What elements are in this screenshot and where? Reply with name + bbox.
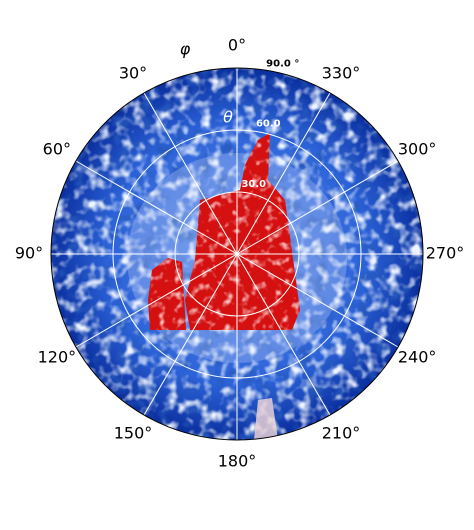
x-tick-label: 180° bbox=[218, 452, 257, 471]
y-tick-label: 90.0 ° bbox=[266, 58, 299, 69]
y-tick-label: 30.0 bbox=[241, 179, 266, 190]
grid-circle bbox=[174, 191, 300, 317]
x-tick-label: 330° bbox=[322, 63, 361, 82]
grid-spoke bbox=[75, 253, 238, 348]
y-axis-label: θ bbox=[223, 108, 233, 127]
grid-spoke bbox=[236, 253, 331, 416]
grid-circle bbox=[112, 129, 362, 379]
grid-spoke bbox=[236, 92, 331, 255]
x-tick-label: 210° bbox=[322, 424, 361, 443]
x-axis-label: φ bbox=[180, 40, 191, 59]
x-tick-label: 270° bbox=[426, 244, 465, 263]
x-tick-label: 0° bbox=[228, 36, 246, 55]
x-tick-label: 30° bbox=[119, 63, 147, 82]
x-tick-label: 60° bbox=[43, 140, 71, 159]
grid-spoke bbox=[75, 160, 238, 255]
grid-spoke bbox=[236, 253, 399, 348]
grid-spoke bbox=[143, 253, 238, 416]
x-tick-label: 120° bbox=[38, 348, 77, 367]
x-tick-label: 90° bbox=[15, 244, 43, 263]
x-tick-label: 150° bbox=[114, 424, 153, 443]
x-tick-label: 300° bbox=[398, 140, 437, 159]
grid-spoke bbox=[236, 160, 399, 255]
grid-spoke bbox=[143, 92, 238, 255]
polar-frame bbox=[50, 67, 424, 441]
y-tick-label: 60.0 bbox=[256, 119, 281, 130]
grid bbox=[51, 68, 423, 440]
x-tick-label: 240° bbox=[398, 348, 437, 367]
